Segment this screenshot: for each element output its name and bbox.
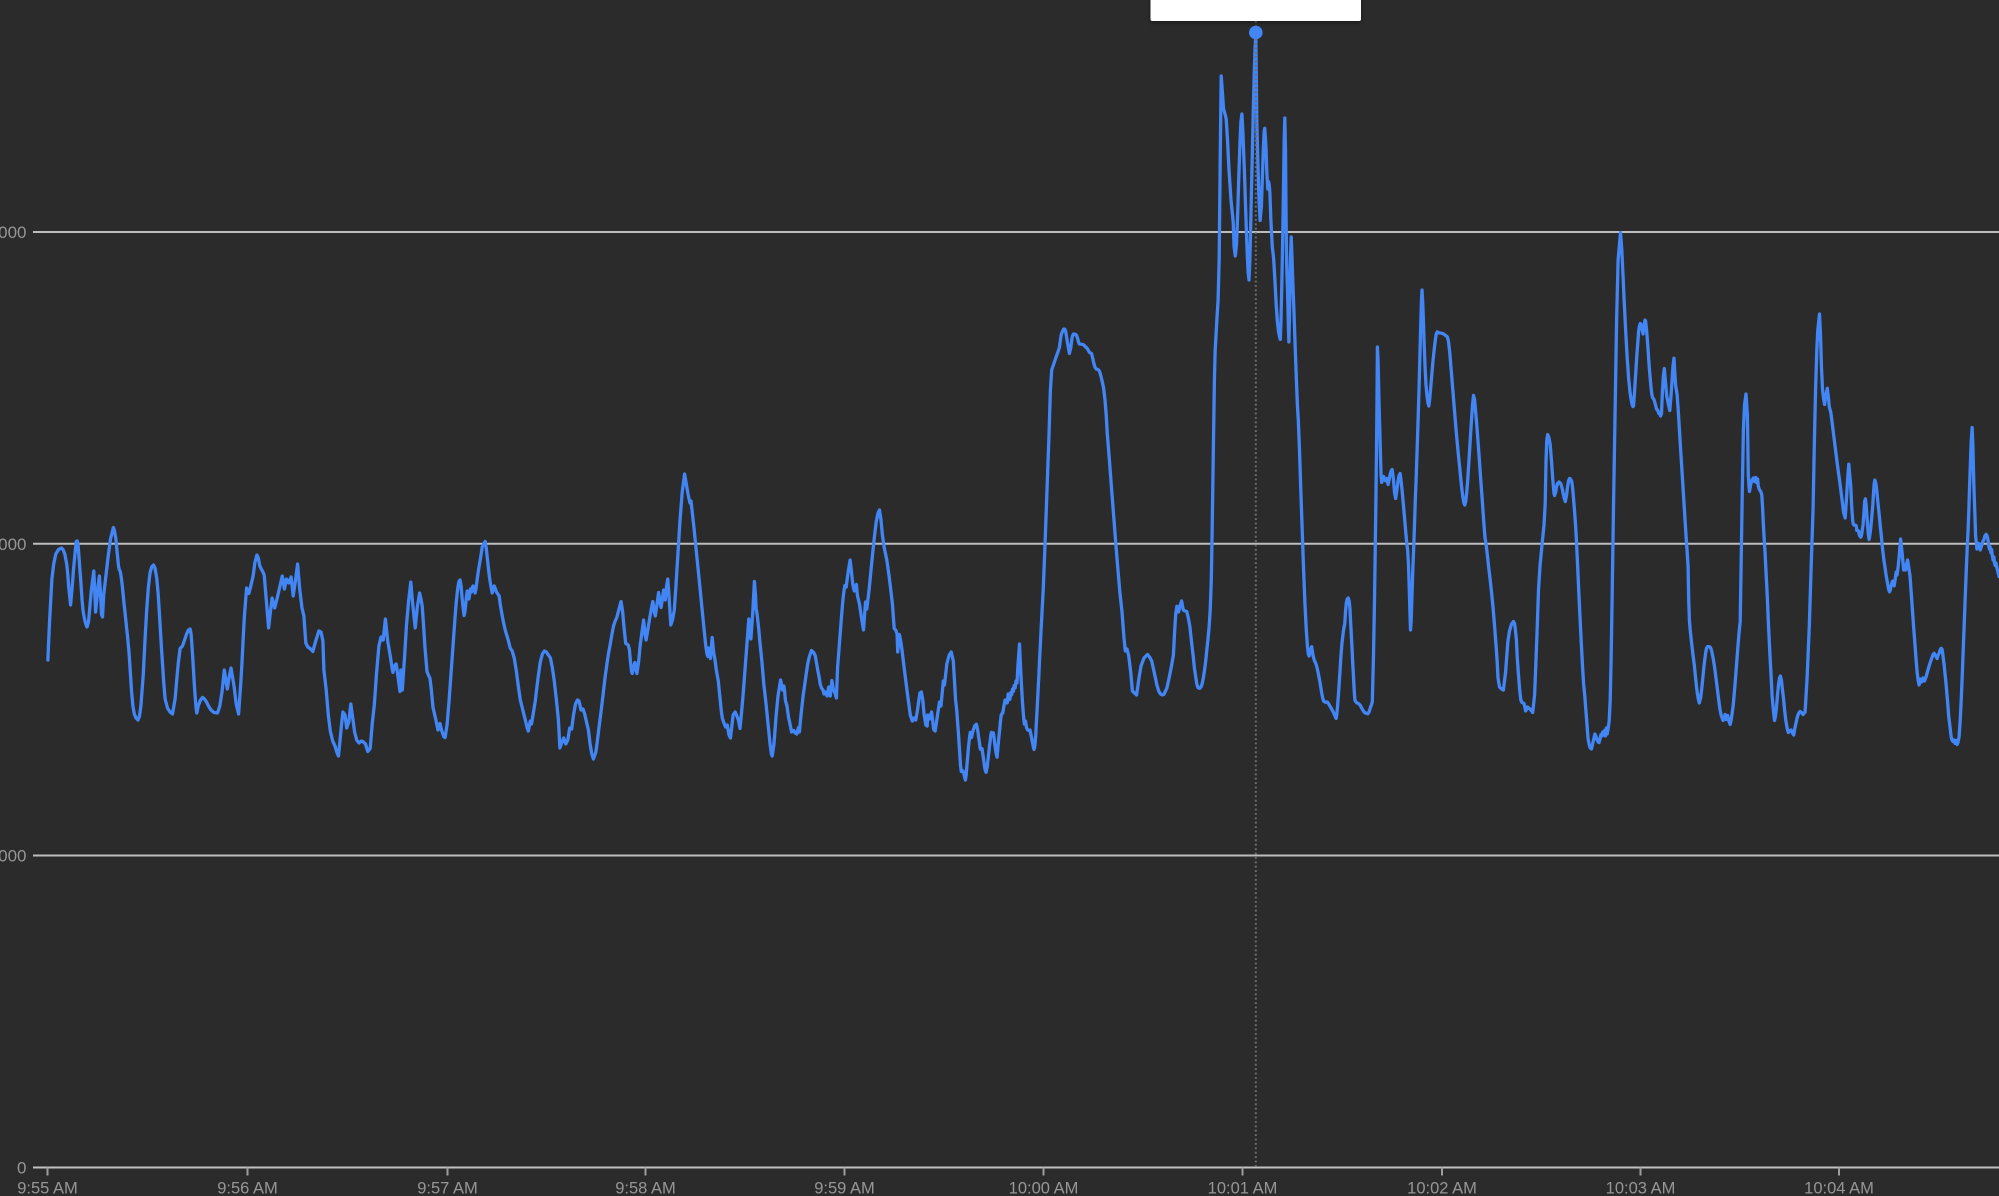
svg-text:9:58 AM: 9:58 AM <box>615 1180 676 1196</box>
svg-text:9:57 AM: 9:57 AM <box>417 1180 478 1196</box>
svg-text:10:04 AM: 10:04 AM <box>1804 1180 1874 1196</box>
svg-text:000: 000 <box>0 223 27 242</box>
svg-text:000: 000 <box>0 535 27 554</box>
svg-text:000: 000 <box>0 847 27 866</box>
svg-text:10:03 AM: 10:03 AM <box>1606 1180 1676 1196</box>
svg-text:10:00 AM: 10:00 AM <box>1009 1180 1079 1196</box>
svg-text:10:01 AM: 10:01 AM <box>1208 1180 1278 1196</box>
svg-text:9:55 AM: 9:55 AM <box>17 1180 78 1196</box>
svg-text:9:59 AM: 9:59 AM <box>814 1180 875 1196</box>
svg-text:9:56 AM: 9:56 AM <box>217 1180 278 1196</box>
svg-text:0: 0 <box>17 1159 26 1178</box>
svg-text:10:02 AM: 10:02 AM <box>1407 1180 1477 1196</box>
